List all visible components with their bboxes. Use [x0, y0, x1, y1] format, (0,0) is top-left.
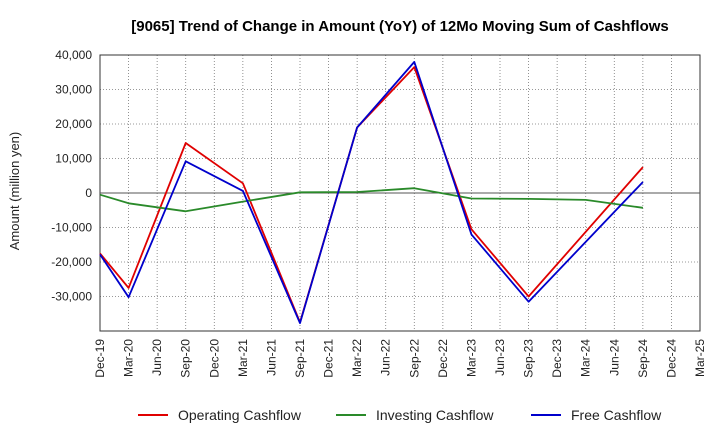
series-line-free-cashflow [99, 61, 644, 325]
y-axis-ticks: 40,000 30,000 20,000 10,000 0 -10,000 -20,000 -… [51, 48, 92, 304]
y-axis-label: Amount (million yen) [7, 132, 22, 251]
x-axis-ticks: Dec-19 Mar-20 Jun-20 Sep-20 Dec-20 Mar-21 Jun-… [93, 339, 707, 378]
x-tick-label: Mar-24 [579, 339, 593, 377]
x-tick-label: Mar-23 [464, 339, 478, 377]
y-tick-label: 20,000 [55, 117, 92, 131]
x-tick-label: Jun-22 [379, 339, 393, 376]
y-tick-label: -30,000 [51, 290, 92, 304]
x-tick-label: Dec-19 [93, 339, 107, 378]
series-line-operating-cashflow [99, 66, 644, 324]
x-tick-label: Sep-20 [179, 339, 193, 378]
x-tick-label: Dec-24 [664, 339, 678, 378]
y-tick-label: 40,000 [55, 48, 92, 62]
x-tick-label: Mar-22 [350, 339, 364, 377]
x-tick-label: Dec-22 [436, 339, 450, 378]
x-tick-label: Sep-21 [293, 339, 307, 378]
series-lines [99, 61, 644, 325]
chart-title: [9065] Trend of Change in Amount (YoY) o… [131, 18, 669, 35]
x-tick-label: Dec-23 [550, 339, 564, 378]
legend: Operating Cashflow Investing Cashflow Free… [138, 407, 662, 423]
y-tick-label: -20,000 [51, 255, 92, 269]
x-tick-label: Jun-20 [150, 339, 164, 376]
x-tick-label: Sep-23 [522, 339, 536, 378]
x-tick-label: Dec-21 [322, 339, 336, 378]
series-line-investing-cashflow [99, 187, 644, 213]
legend-label-investing-cashflow: Investing Cashflow [376, 407, 494, 423]
y-tick-label: 30,000 [55, 83, 92, 97]
x-tick-label: Sep-24 [636, 339, 650, 378]
legend-label-free-cashflow: Free Cashflow [571, 407, 662, 423]
x-tick-label: Sep-22 [407, 339, 421, 378]
x-tick-label: Jun-23 [493, 339, 507, 376]
legend-label-operating-cashflow: Operating Cashflow [178, 407, 302, 423]
x-tick-label: Dec-20 [207, 339, 221, 378]
y-tick-label: 10,000 [55, 152, 92, 166]
y-tick-label: -10,000 [51, 221, 92, 235]
x-tick-label: Mar-25 [693, 339, 707, 377]
x-tick-label: Mar-21 [236, 339, 250, 377]
y-tick-label: 0 [85, 186, 92, 200]
x-tick-label: Jun-21 [264, 339, 278, 376]
x-tick-label: Mar-20 [122, 339, 136, 377]
x-tick-label: Jun-24 [607, 339, 621, 376]
